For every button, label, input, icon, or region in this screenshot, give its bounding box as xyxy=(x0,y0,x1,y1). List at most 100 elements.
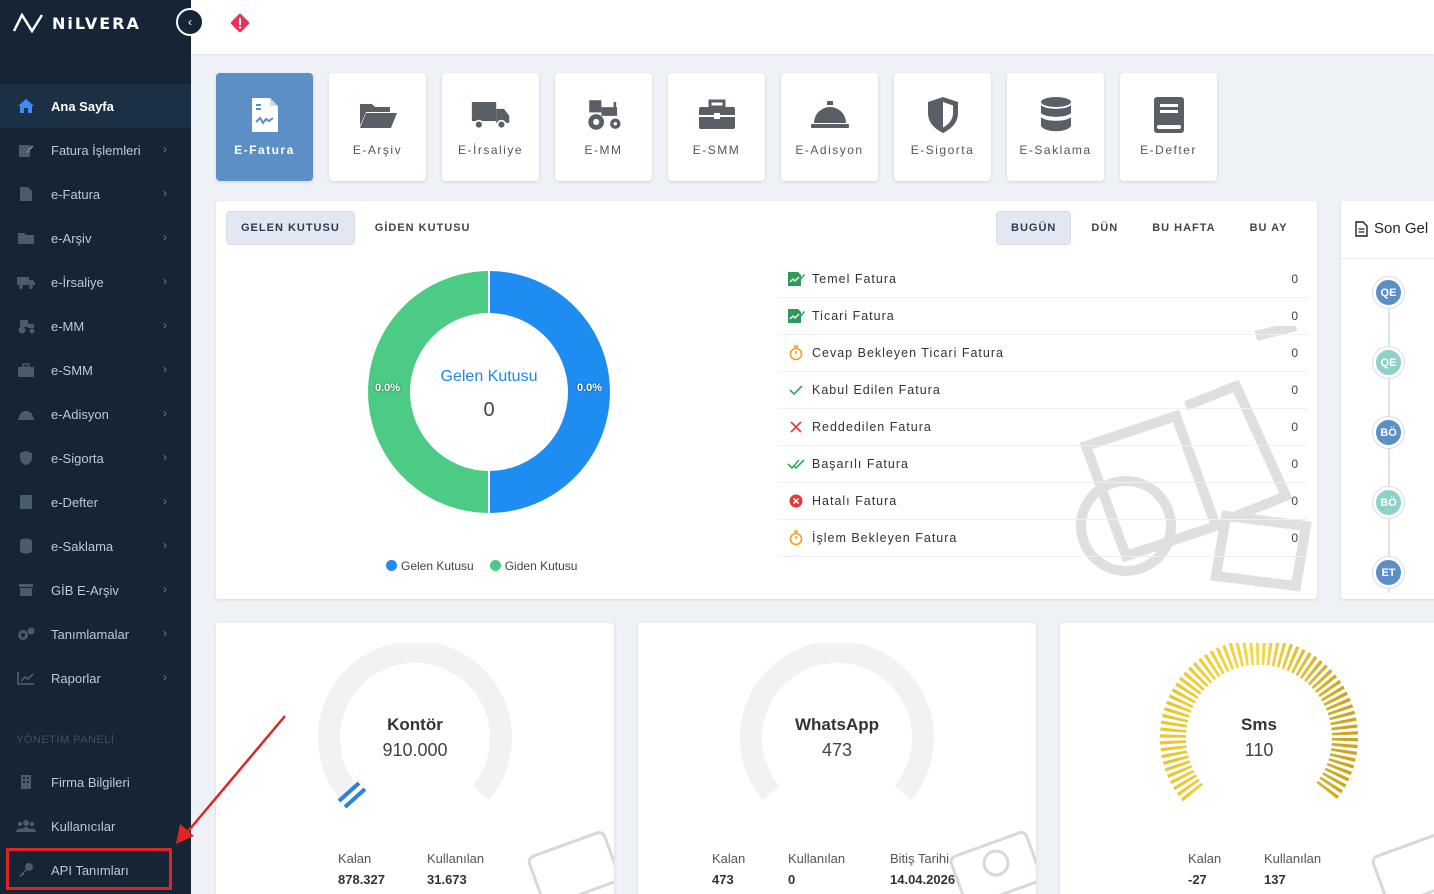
tile-e-mm[interactable]: E-MM xyxy=(555,73,652,181)
donut-right-percent: 0.0% xyxy=(577,382,603,394)
tab-giden-kutusu[interactable]: GİDEN KUTUSU xyxy=(374,222,471,234)
sidebar-item-raporlar[interactable]: Raporlar › xyxy=(0,656,191,700)
sidebar-item-e-irsaliye[interactable]: e-İrsaliye › xyxy=(0,260,191,304)
stat-row-basarili[interactable]: Başarılı Fatura 0 xyxy=(778,446,1308,483)
sidebar-item-e-arsiv[interactable]: e-Arşiv › xyxy=(0,216,191,260)
sidebar-item-label: Firma Bilgileri xyxy=(51,774,130,790)
sidebar-item-e-smm[interactable]: e-SMM › xyxy=(0,348,191,392)
phone-watermark-icon xyxy=(949,831,1036,894)
sidebar-item-label: e-Arşiv xyxy=(51,230,92,246)
legend-item-gelen[interactable]: Gelen Kutusu xyxy=(386,559,474,573)
check-icon xyxy=(786,384,806,396)
sidebar-item-api-tanimlari[interactable]: API Tanımları xyxy=(0,848,191,892)
sidebar: NiLVERA Ana Sayfa Fatura İşlemleri › e-F… xyxy=(0,0,191,894)
period-tabs: BUGÜN DÜN BU HAFTA BU AY xyxy=(996,211,1301,245)
stat-row-ticari-fatura[interactable]: Ticari Fatura 0 xyxy=(778,298,1308,335)
sidebar-item-label: e-İrsaliye xyxy=(51,274,104,290)
stat-label: Kalan xyxy=(712,851,746,866)
sidebar-item-tanimlamalar[interactable]: Tanımlamalar › xyxy=(0,612,191,656)
sidebar-item-ana-sayfa[interactable]: Ana Sayfa xyxy=(0,84,191,128)
stat-value: 0 xyxy=(1291,531,1298,545)
stat-row-kabul-edilen[interactable]: Kabul Edilen Fatura 0 xyxy=(778,372,1308,409)
tile-e-fatura[interactable]: E-Fatura xyxy=(216,73,313,181)
tab-dun[interactable]: DÜN xyxy=(1091,222,1119,234)
stat-kullanilan: Kullanılan 137 xyxy=(1264,851,1321,887)
sidebar-item-e-saklama[interactable]: e-Saklama › xyxy=(0,524,191,568)
stat-value: 473 xyxy=(712,872,734,887)
chevron-right-icon: › xyxy=(163,362,167,376)
tile-e-sigorta[interactable]: E-Sigorta xyxy=(894,73,991,181)
credit-card-watermark-icon xyxy=(527,831,614,894)
stat-label: Bitiş Tarihi xyxy=(890,851,950,866)
stat-kalan: Kalan 878.327 xyxy=(338,851,385,887)
timeline-badge[interactable]: ET xyxy=(1373,557,1404,588)
tile-e-adisyon[interactable]: E-Adisyon xyxy=(781,73,878,181)
sidebar-item-e-adisyon[interactable]: e-Adisyon › xyxy=(0,392,191,436)
sidebar-item-fatura-islemleri[interactable]: Fatura İşlemleri › xyxy=(0,128,191,172)
sms-card: Sms 110 Kalan -27 Kullanılan 137 xyxy=(1060,623,1434,894)
tile-e-arsiv[interactable]: E-Arşiv xyxy=(329,73,426,181)
tractor-icon xyxy=(584,95,624,135)
sidebar-item-e-mm[interactable]: e-MM › xyxy=(0,304,191,348)
tile-e-saklama[interactable]: E-Saklama xyxy=(1007,73,1104,181)
alert-icon[interactable] xyxy=(229,12,251,34)
stat-label: Kabul Edilen Fatura xyxy=(812,383,941,397)
stat-value: 0 xyxy=(788,872,796,887)
sidebar-item-gib-e-arsiv[interactable]: GİB E-Arşiv › xyxy=(0,568,191,612)
home-icon xyxy=(16,96,36,116)
tile-e-smm[interactable]: E-SMM xyxy=(668,73,765,181)
timeline-badge[interactable]: BÖ xyxy=(1373,487,1404,518)
legend-label: Gelen Kutusu xyxy=(401,559,474,573)
legend-label: Giden Kutusu xyxy=(504,559,578,573)
sidebar-item-e-sigorta[interactable]: e-Sigorta › xyxy=(0,436,191,480)
tab-gelen-kutusu[interactable]: GELEN KUTUSU xyxy=(226,211,355,245)
tab-bugun[interactable]: BUGÜN xyxy=(996,211,1072,245)
double-check-icon xyxy=(786,458,806,470)
donut-left-percent: 0.0% xyxy=(375,382,401,394)
sidebar-item-kullanicilar[interactable]: Kullanıcılar xyxy=(0,804,191,848)
stat-row-islem-bekleyen[interactable]: İşlem Bekleyen Fatura 0 xyxy=(778,520,1308,557)
chevron-right-icon: › xyxy=(163,186,167,200)
tab-bu-ay[interactable]: BU AY xyxy=(1249,222,1288,234)
truck-icon xyxy=(471,95,511,135)
stat-row-hatali[interactable]: Hatalı Fatura 0 xyxy=(778,483,1308,520)
stat-row-temel-fatura[interactable]: Temel Fatura 0 xyxy=(778,261,1308,298)
legend-item-giden[interactable]: Giden Kutusu xyxy=(489,559,578,573)
timeline-badge[interactable]: QE xyxy=(1373,277,1404,308)
sidebar-item-label: Raporlar xyxy=(51,670,101,686)
tile-e-irsaliye[interactable]: E-İrsaliye xyxy=(442,73,539,181)
stat-row-reddedilen[interactable]: Reddedilen Fatura 0 xyxy=(778,409,1308,446)
timeline-badge[interactable]: QE xyxy=(1373,347,1404,378)
sidebar-item-label: API Tanımları xyxy=(51,862,129,878)
chevron-right-icon: › xyxy=(163,230,167,244)
stat-row-cevap-bekleyen[interactable]: Cevap Bekleyen Ticari Fatura 0 xyxy=(778,335,1308,372)
sidebar-item-e-fatura[interactable]: e-Fatura › xyxy=(0,172,191,216)
donut-chart[interactable] xyxy=(366,269,612,515)
stopwatch-icon xyxy=(786,345,806,361)
sidebar-collapse-button[interactable]: ‹ xyxy=(176,8,204,36)
tab-bu-hafta[interactable]: BU HAFTA xyxy=(1152,222,1216,234)
gauge-value: 910.000 xyxy=(382,740,448,760)
chevron-right-icon: › xyxy=(163,274,167,288)
timeline-badge[interactable]: BÖ xyxy=(1373,417,1404,448)
kontor-card: Kontör 910.000 Kalan 878.327 Kullanılan 31… xyxy=(216,623,614,894)
sms-gauge xyxy=(1160,643,1358,802)
sidebar-item-firma-bilgileri[interactable]: Firma Bilgileri xyxy=(0,760,191,804)
building-icon xyxy=(16,772,36,792)
stat-label: Kullanılan xyxy=(788,851,846,866)
document-icon xyxy=(1355,220,1368,237)
donut-center-title: Gelen Kutusu xyxy=(440,368,538,385)
nilvera-logo[interactable]: NiLVERA xyxy=(12,12,141,34)
chevron-right-icon: › xyxy=(163,494,167,508)
stat-label: Kalan xyxy=(1188,851,1222,866)
donut-slice-giden xyxy=(368,271,489,513)
gauge-value: 110 xyxy=(1244,740,1274,760)
invoice-icon xyxy=(245,95,285,135)
sidebar-item-e-defter[interactable]: e-Defter › xyxy=(0,480,191,524)
briefcase-icon xyxy=(16,360,36,380)
chevron-right-icon: › xyxy=(163,142,167,156)
tile-e-defter[interactable]: E-Defter xyxy=(1120,73,1217,181)
recent-incoming-title: Son Gel xyxy=(1355,220,1428,237)
folder-open-icon xyxy=(358,95,398,135)
gauge-title: Sms xyxy=(1241,715,1277,734)
